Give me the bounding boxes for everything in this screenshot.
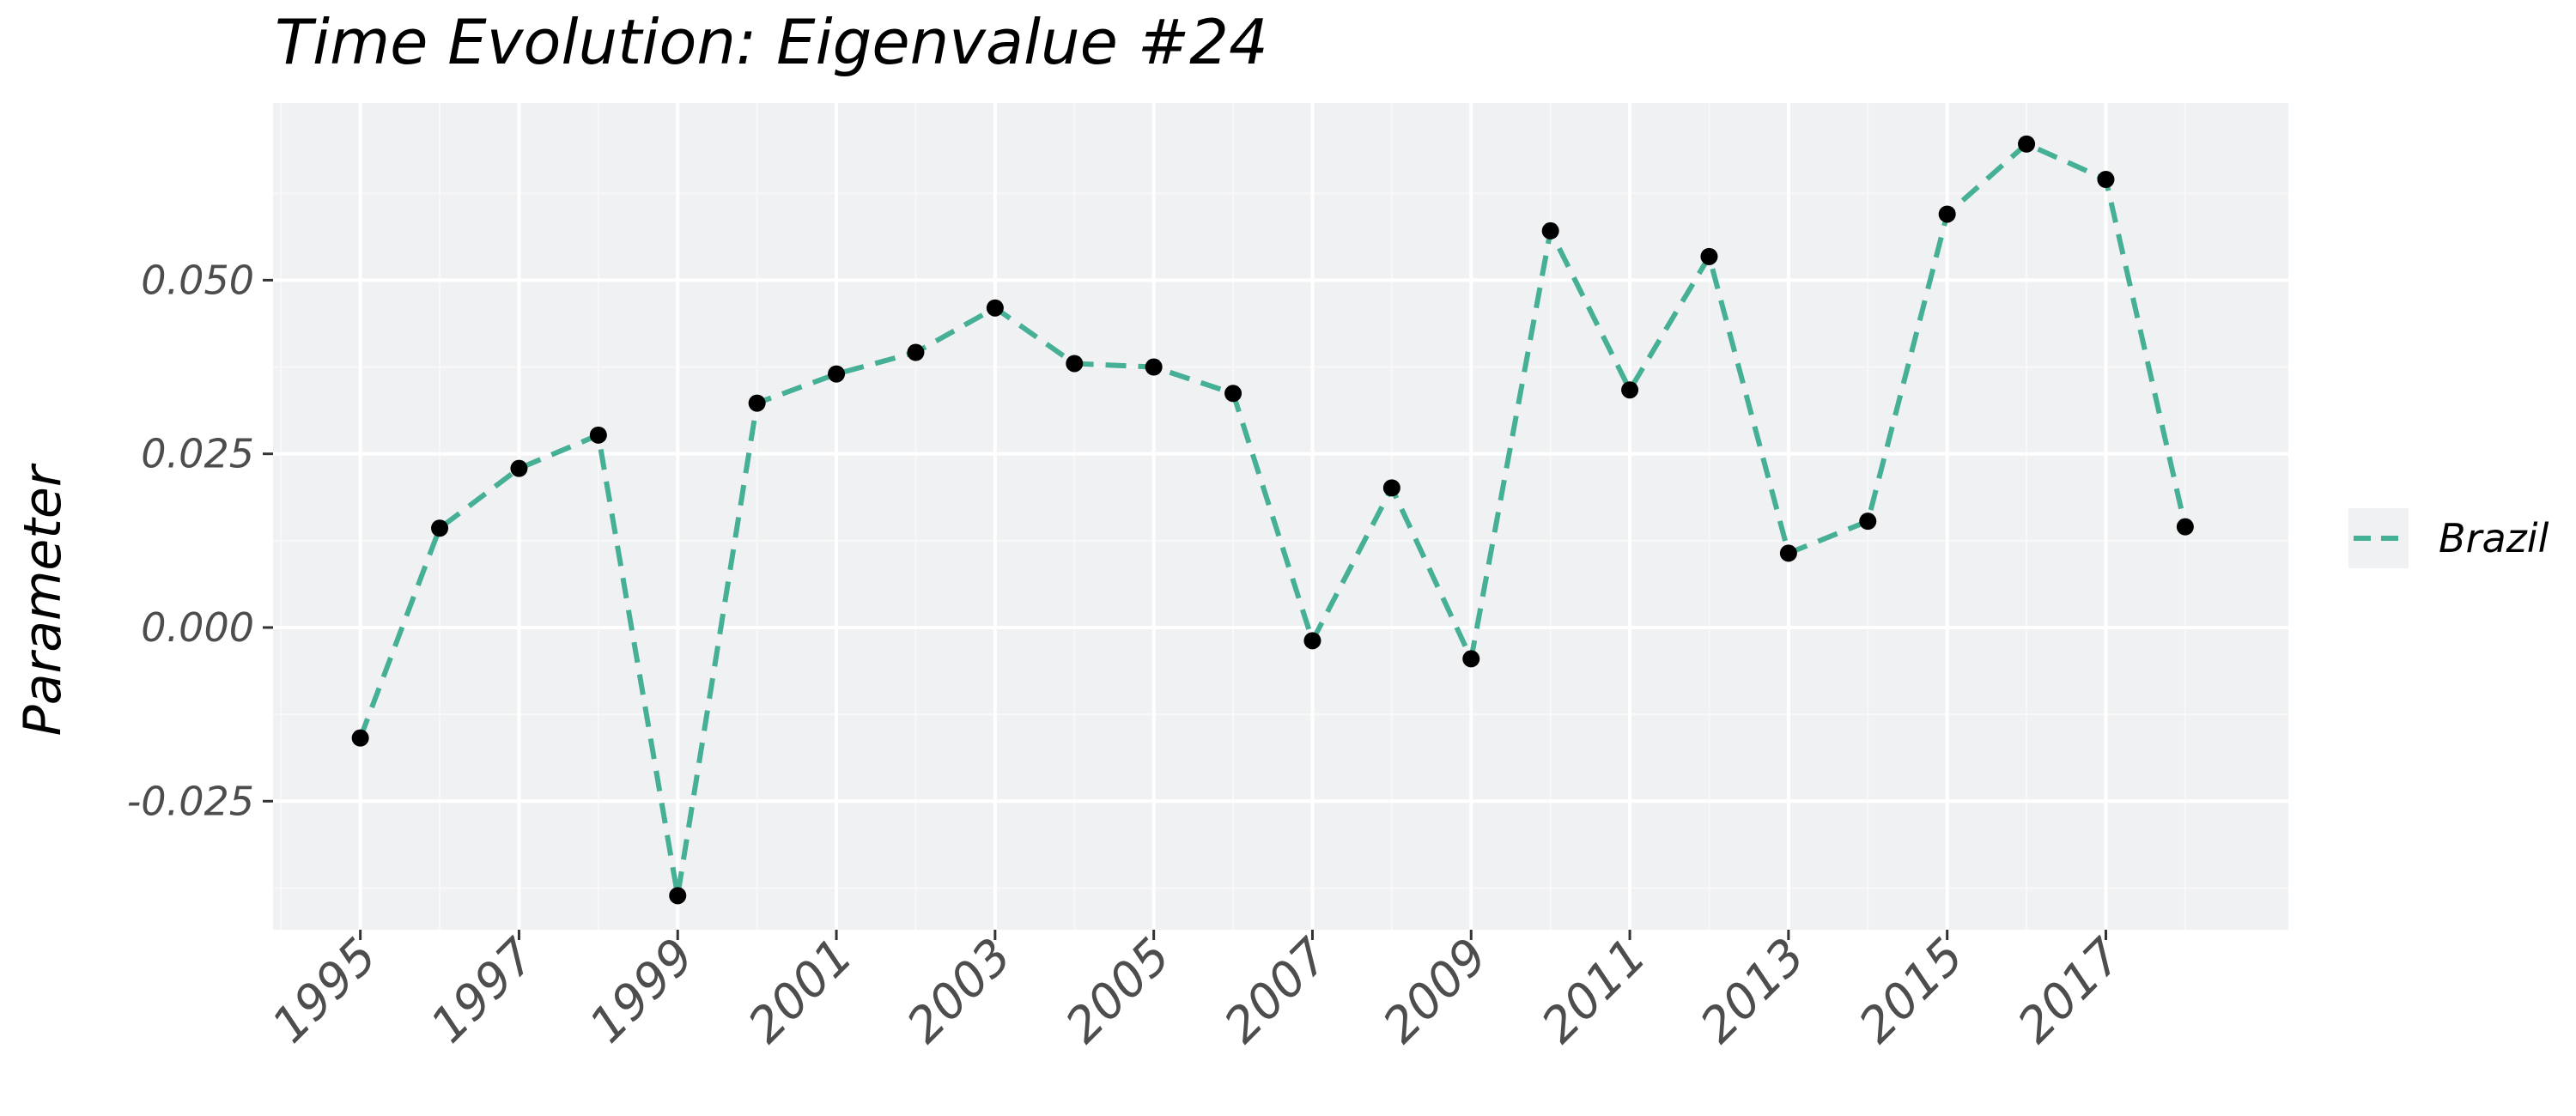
x-tick-label: 1999 [579, 928, 705, 1054]
data-point [669, 887, 687, 905]
x-tick-label: 2009 [1372, 928, 1498, 1054]
data-point [1541, 221, 1559, 240]
data-point [828, 365, 846, 383]
x-axis: 1995 1997 1999 2001 2003 2005 2007 2009 2011 2013… [262, 928, 2134, 1054]
x-tick-label: 2013 [1690, 928, 1816, 1054]
legend-label-brazil: Brazil [2439, 515, 2549, 561]
plot-panel [273, 103, 2288, 930]
data-point [1224, 385, 1242, 403]
data-point [748, 394, 766, 412]
data-point [2097, 171, 2115, 189]
data-point [1145, 358, 1163, 376]
x-tick-label: 2001 [738, 928, 864, 1054]
x-tick-label: 2003 [896, 928, 1023, 1054]
x-tick-label: 1995 [262, 928, 388, 1054]
y-axis: -0.025 0.000 0.025 0.050 [127, 257, 273, 824]
x-tick-label: 2017 [2008, 928, 2134, 1054]
data-point [1859, 513, 1877, 531]
data-point [589, 426, 607, 444]
data-point [986, 299, 1004, 317]
minor-gridlines [273, 103, 2288, 930]
x-tick-label: 1997 [421, 928, 547, 1054]
x-tick-label: 2011 [1531, 928, 1657, 1054]
chart-title: Time Evolution: Eigenvalue #24 [275, 6, 1268, 78]
y-tick-label: 0.050 [141, 257, 254, 303]
legend: Brazil [2348, 508, 2549, 568]
data-point [431, 519, 449, 537]
data-point [510, 459, 528, 477]
data-point [1938, 205, 1956, 223]
data-point [1382, 479, 1400, 497]
data-point [907, 343, 925, 361]
x-tick-label: 2005 [1055, 928, 1182, 1054]
data-point [1700, 247, 1718, 265]
y-axis-label: Parameter [13, 463, 73, 736]
y-tick-label: -0.025 [127, 778, 254, 824]
y-tick-label: 0.000 [141, 604, 254, 651]
series-layer [351, 135, 2194, 905]
data-point [1066, 355, 1084, 373]
data-point [2018, 135, 2036, 153]
data-point [351, 729, 369, 747]
x-tick-label: 2007 [1214, 928, 1340, 1054]
series-line-brazil [357, 141, 2188, 899]
data-point [1462, 650, 1480, 668]
data-point [2176, 518, 2194, 536]
x-tick-label: 2015 [1849, 928, 1975, 1054]
data-point [1621, 381, 1639, 399]
y-tick-label: 0.025 [141, 431, 254, 477]
data-point [1303, 632, 1321, 650]
major-gridlines [273, 103, 2288, 930]
data-point [1779, 544, 1797, 562]
